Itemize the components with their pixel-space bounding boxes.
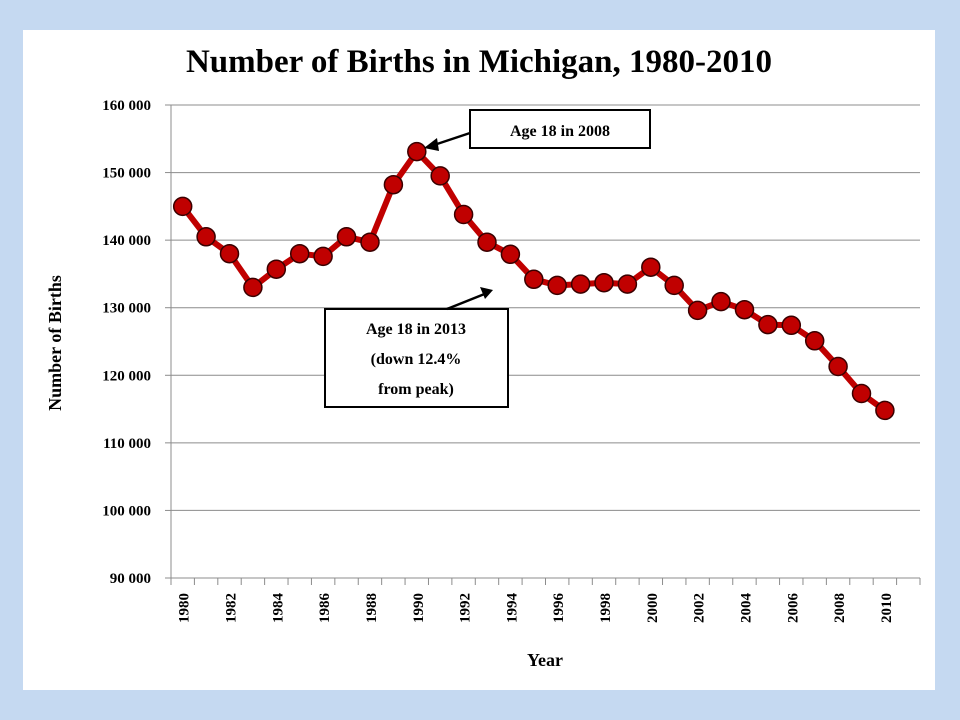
annotation-age-18-2013: Age 18 in 2013 (down 12.4% from peak) xyxy=(324,287,509,408)
annotation-label-line-3: from peak) xyxy=(378,381,454,398)
data-point xyxy=(196,227,216,247)
data-point xyxy=(453,204,474,225)
y-tick-labels: 90 000 100 000 110 000 120 000 130 000 140 00… xyxy=(102,98,151,587)
data-point xyxy=(172,196,193,217)
slide: Number of Births in Michigan, 1980-2010 … xyxy=(23,30,935,690)
y-tick-label: 100 000 xyxy=(102,503,151,519)
data-point xyxy=(243,277,263,298)
data-point xyxy=(289,243,310,264)
y-tick-label: 90 000 xyxy=(110,571,151,587)
y-tick-label: 110 000 xyxy=(103,436,151,452)
data-point xyxy=(266,259,287,279)
y-tick-label: 150 000 xyxy=(102,166,151,182)
data-point xyxy=(828,356,848,377)
data-point xyxy=(360,232,380,252)
series-births xyxy=(172,141,895,421)
data-point xyxy=(500,244,521,265)
x-tick-label: 1994 xyxy=(504,593,520,624)
data-point xyxy=(336,227,357,247)
data-point xyxy=(711,291,731,312)
annotation-age-18-2008: Age 18 in 2008 xyxy=(424,109,651,151)
x-tick-label: 1980 xyxy=(177,593,193,623)
chart-title: Number of Births in Michigan, 1980-2010 xyxy=(186,44,772,80)
data-point xyxy=(641,257,661,277)
x-tick-label: 2002 xyxy=(692,593,708,623)
data-point xyxy=(617,274,638,294)
x-tick-label: 1998 xyxy=(598,593,614,623)
y-axis-title: Number of Births xyxy=(45,275,65,411)
births-line-chart: Number of Births in Michigan, 1980-2010 … xyxy=(45,44,921,670)
data-point xyxy=(570,274,591,294)
data-point xyxy=(547,275,567,296)
x-tick-label: 1984 xyxy=(270,593,286,624)
x-axis-title: Year xyxy=(527,650,563,670)
data-point xyxy=(219,243,240,264)
annotation-label-line-2: (down 12.4% xyxy=(371,351,462,368)
x-tick-label: 2000 xyxy=(645,593,661,623)
x-tick-label: 1986 xyxy=(317,593,333,624)
data-point xyxy=(734,299,755,320)
data-point xyxy=(313,246,333,267)
x-tick-label: 1990 xyxy=(411,593,427,623)
x-tick-labels: 1980 1982 1984 1986 1988 1990 1992 1994 1996 1998… xyxy=(177,593,895,624)
data-point xyxy=(804,331,825,351)
x-tick-label: 1988 xyxy=(364,593,380,623)
data-point xyxy=(524,269,544,290)
x-tick-label: 2004 xyxy=(738,593,754,624)
data-point xyxy=(875,400,895,421)
annotation-label: Age 18 in 2008 xyxy=(510,123,610,140)
y-tick-label: 160 000 xyxy=(102,98,151,114)
x-tick-label: 1982 xyxy=(224,593,240,623)
y-tick-label: 140 000 xyxy=(102,233,151,249)
y-tick-label: 120 000 xyxy=(102,368,151,384)
data-point xyxy=(477,232,497,252)
annotation-box xyxy=(469,109,651,149)
data-point xyxy=(851,383,872,404)
axes xyxy=(165,104,921,585)
x-tick-label: 2006 xyxy=(785,593,801,624)
data-point xyxy=(781,315,802,336)
annotation-box xyxy=(324,308,509,408)
data-point xyxy=(430,166,450,186)
data-point xyxy=(687,300,708,321)
data-point xyxy=(664,275,684,296)
x-tick-label: 2008 xyxy=(832,593,848,623)
x-tick-label: 1996 xyxy=(551,593,567,624)
annotation-arrow xyxy=(446,291,488,311)
y-tick-label: 130 000 xyxy=(102,301,151,317)
x-tick-label: 2010 xyxy=(879,593,895,623)
gridlines xyxy=(171,104,920,511)
annotation-label-line-1: Age 18 in 2013 xyxy=(366,321,466,338)
annotation-arrowhead xyxy=(480,287,493,299)
data-point xyxy=(594,272,614,293)
data-point xyxy=(758,314,778,335)
data-point xyxy=(407,141,427,162)
annotation-arrowhead xyxy=(424,138,439,151)
x-tick-label: 1992 xyxy=(458,593,474,623)
data-point xyxy=(383,174,404,195)
